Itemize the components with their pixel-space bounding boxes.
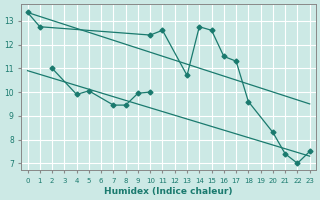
X-axis label: Humidex (Indice chaleur): Humidex (Indice chaleur) [104,187,233,196]
